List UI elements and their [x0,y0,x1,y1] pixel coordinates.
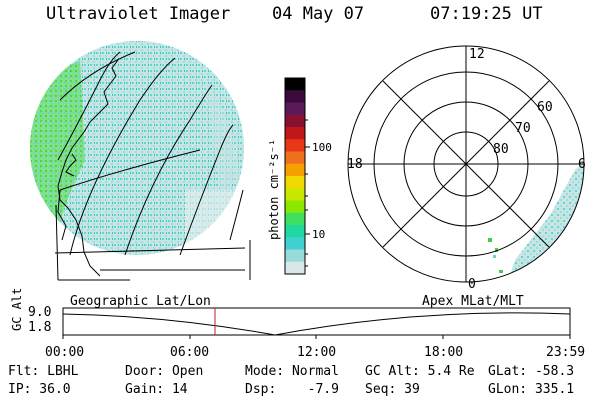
apex-caption: Apex MLat/MLT [422,294,524,309]
time-tick-2359: 23:59 [546,345,586,360]
colorbar-cell [285,139,305,152]
auroral-emission [505,150,584,282]
orbit-altitude-plot [62,307,571,339]
status-mode: Mode: Normal [245,364,339,379]
colorbar-gradient [285,78,305,275]
lat-label-70: 70 [515,121,531,136]
status-dsp: Dsp: -7.9 [245,382,339,397]
status-door: Door: Open [125,364,204,379]
colorbar-cell [285,163,305,177]
time-tick-1200: 12:00 [297,345,337,360]
time-tick-0000: 00:00 [45,345,85,360]
status-glat: GLat: -58.3 [488,364,575,379]
colorbar-cell [285,176,305,189]
colorbar-unit-label: photon cm⁻²s⁻¹ [267,139,281,240]
altitude-curve [62,312,571,336]
geographic-image [30,41,251,281]
colorbar-cell [285,114,305,128]
time-tick-0600: 06:00 [170,345,210,360]
status-gain: Gain: 14 [125,382,188,397]
coastline [57,59,119,277]
colorbar-cell [285,127,305,140]
status-ip: IP: 36.0 [8,382,71,397]
status-filter: Flt: LBHL [8,364,79,379]
colorbar-cell [285,212,305,226]
orbit-ytick-bottom: 1.8 [28,320,52,335]
colorbar-cell [285,200,305,214]
polar-plot: 12 18 6 0 60 70 80 [347,45,586,290]
mlt-label-6: 6 [578,157,586,172]
time-tick-1800: 18:00 [424,345,464,360]
header-bar: Ultraviolet Imager 04 May 07 07:19:25 UT [0,4,600,30]
colorbar-cell [285,90,305,103]
mlt-label-0: 0 [468,277,476,290]
status-seq: Seq: 39 [365,382,420,397]
colorbar: 100 10 photon cm⁻²s⁻¹ [267,77,332,275]
image-date: 04 May 07 [272,4,365,24]
mlt-label-12: 12 [469,47,485,62]
status-gc-alt: GC Alt: 5.4 Re [365,364,475,379]
colorbar-cell [285,249,305,263]
geographic-caption: Geographic Lat/Lon [70,294,211,309]
instrument-title: Ultraviolet Imager [46,4,231,24]
status-glon: GLon: 335.1 [488,382,575,397]
colorbar-cell [285,102,305,116]
colorbar-cell [285,78,305,91]
mlt-label-18: 18 [347,157,363,172]
colorbar-tick-100: 100 [312,141,332,154]
lat-label-60: 60 [537,100,553,115]
colorbar-cell [285,261,305,275]
polar-grid [347,45,585,283]
image-time: 07:19:25 UT [430,4,543,24]
orbit-ytick-top: 9.0 [28,305,52,320]
lat-lon-grid [54,51,251,281]
colorbar-tick-10: 10 [312,228,325,241]
lat-label-80: 80 [493,142,509,157]
colorbar-cell [285,188,305,201]
colorbar-cell [285,225,305,238]
colorbar-cell [285,237,305,250]
colorbar-cell [285,151,305,165]
